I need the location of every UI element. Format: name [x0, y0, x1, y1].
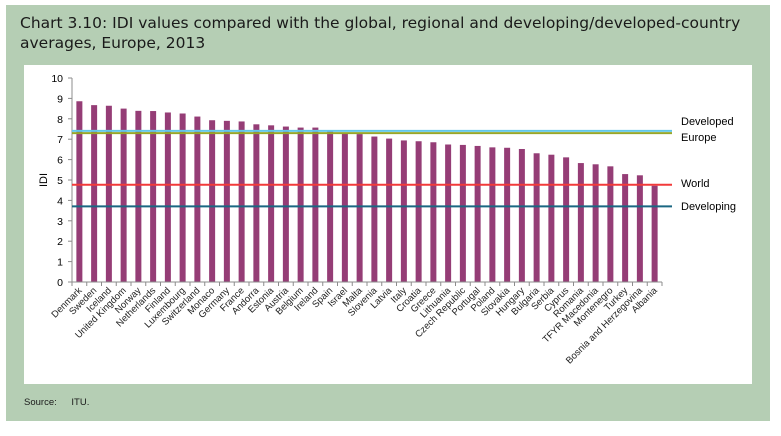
- bar-finland: [164, 112, 171, 282]
- bar-romania: [577, 163, 584, 282]
- source-label: Source:: [24, 397, 57, 408]
- source-value: ITU.: [71, 397, 90, 408]
- y-tick-label: 0: [57, 277, 63, 289]
- bar-norway: [135, 110, 142, 283]
- developed-average-label: Developed: [681, 116, 734, 128]
- y-axis: 0 1 2 3 4 5 6 7 8 9 10: [51, 73, 73, 289]
- reference-lines-group: Developed Europe World Developing: [72, 116, 736, 213]
- bar-montenegro: [607, 166, 614, 282]
- bars-group: [76, 101, 658, 283]
- y-tick-label: 1: [57, 257, 63, 269]
- bar-turkey: [622, 174, 629, 282]
- y-tick-label: 9: [57, 93, 63, 105]
- bar-ireland: [312, 127, 319, 283]
- bar-bulgaria: [533, 153, 540, 282]
- y-tick-label: 4: [57, 195, 63, 207]
- bar-netherlands: [150, 111, 157, 282]
- bar-estonia: [268, 125, 275, 282]
- bar-austria: [282, 126, 289, 282]
- bar-serbia: [548, 154, 555, 282]
- bar-denmark: [76, 101, 83, 282]
- y-tick-label: 5: [57, 175, 63, 187]
- y-tick-label: 2: [57, 236, 63, 248]
- bar-andorra: [253, 124, 260, 282]
- bar-cyprus: [563, 157, 570, 282]
- bar-malta: [356, 134, 363, 282]
- bar-belgium: [297, 127, 304, 283]
- bar-czech-republic: [459, 144, 466, 282]
- y-tick-label: 7: [57, 134, 63, 146]
- bar-sweden: [91, 105, 98, 282]
- bar-iceland: [105, 105, 112, 282]
- bar-slovakia: [504, 147, 511, 282]
- bar-luxembourg: [179, 113, 186, 282]
- bar-bosnia-and-herzegovina: [636, 175, 643, 282]
- bar-germany: [223, 120, 230, 282]
- source-note: Source: ITU.: [24, 397, 89, 408]
- bar-italy: [400, 140, 407, 282]
- bar-greece: [430, 142, 437, 282]
- bar-monaco: [209, 120, 216, 282]
- y-tick-label: 6: [57, 155, 63, 167]
- bar-croatia: [415, 141, 422, 282]
- bar-poland: [489, 147, 496, 282]
- y-tick-label: 10: [51, 73, 63, 85]
- bar-switzerland: [194, 116, 201, 282]
- bar-latvia: [386, 138, 393, 282]
- bar-lithuania: [445, 144, 452, 282]
- bar-united-kingdom: [120, 108, 127, 282]
- bar-tfyr-macedonia: [592, 164, 599, 282]
- bar-france: [238, 121, 245, 283]
- world-average-label: World: [681, 178, 710, 190]
- bar-portugal: [474, 145, 481, 282]
- y-axis-label: IDI: [38, 173, 50, 187]
- bar-slovenia: [371, 136, 378, 282]
- europe-average-label: Europe: [681, 132, 716, 144]
- y-tick-label: 3: [57, 216, 63, 228]
- bar-albania: [651, 185, 658, 282]
- developing-average-label: Developing: [681, 201, 736, 213]
- chart-title: Chart 3.10: IDI values compared with the…: [20, 14, 741, 52]
- y-tick-label: 8: [57, 114, 63, 126]
- bar-hungary: [518, 148, 525, 282]
- bar-israel: [341, 133, 348, 282]
